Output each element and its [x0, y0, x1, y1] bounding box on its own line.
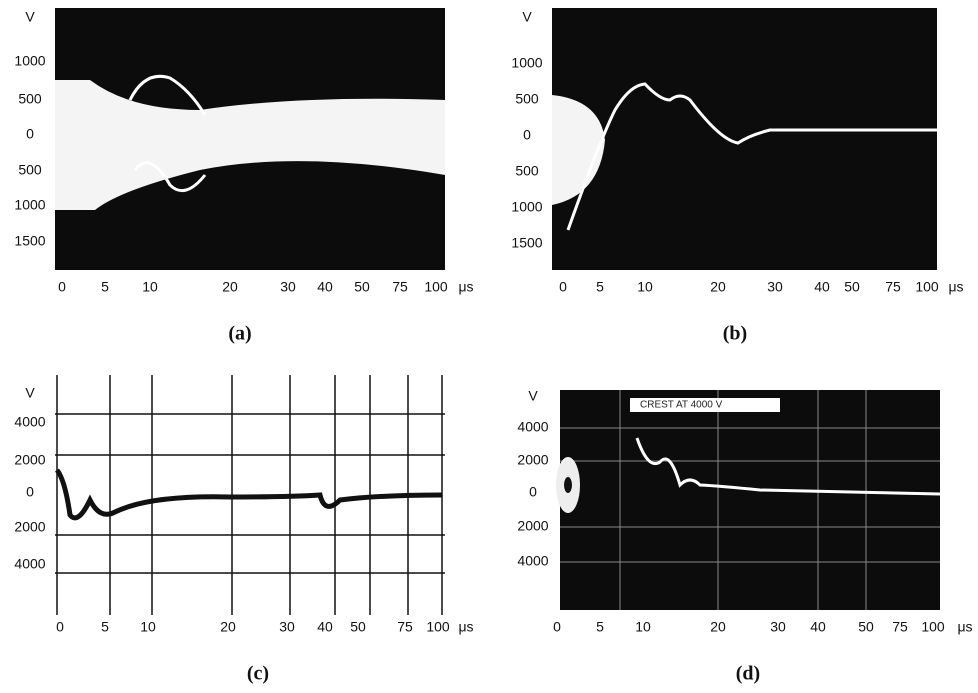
x-tick-label: 50	[858, 619, 874, 635]
x-tick-label: 40	[317, 619, 333, 635]
y-tick-label: 1000	[511, 55, 542, 71]
x-tick-label: 40	[814, 279, 830, 295]
x-tick-label: 5	[596, 619, 604, 635]
x-unit: μs	[948, 279, 963, 295]
caption: (c)	[247, 663, 269, 685]
x-tick-label: 75	[392, 279, 408, 295]
x-tick-label: 30	[280, 279, 296, 295]
oscillogram-b	[552, 8, 937, 270]
x-tick-label: 40	[810, 619, 826, 635]
x-tick-label: 30	[770, 619, 786, 635]
y-tick-label: 4000	[517, 419, 548, 435]
y-tick-label: 500	[18, 162, 42, 178]
y-tick-label: 500	[18, 91, 42, 107]
y-tick-label: 4000	[14, 414, 45, 430]
x-tick-label: 50	[844, 279, 860, 295]
oscillogram-d	[556, 390, 941, 610]
y-tick-label: 0	[523, 127, 531, 143]
y-tick-label: 500	[515, 163, 539, 179]
x-tick-label: 20	[222, 279, 238, 295]
x-unit: μs	[458, 279, 473, 295]
oscillogram-a	[55, 8, 445, 270]
y-tick-label: V	[25, 9, 35, 25]
caption: (a)	[228, 323, 251, 345]
x-tick-label: 20	[220, 619, 236, 635]
y-tick-label: 2000	[14, 519, 45, 535]
x-tick-label: 100	[915, 279, 939, 295]
y-tick-label: V	[528, 388, 538, 404]
x-tick-label: 100	[426, 619, 450, 635]
y-tick-label: 500	[515, 91, 539, 107]
y-tick-label: 1500	[14, 233, 45, 249]
x-tick-label: 30	[767, 279, 783, 295]
x-unit: μs	[458, 619, 473, 635]
x-tick-label: 5	[101, 279, 109, 295]
y-tick-label: V	[522, 9, 532, 25]
y-tick-label: 1000	[14, 53, 45, 69]
x-tick-label: 20	[710, 279, 726, 295]
y-tick-label: 2000	[517, 518, 548, 534]
y-tick-label: 2000	[517, 452, 548, 468]
caption: (d)	[736, 663, 760, 685]
x-tick-label: 100	[921, 619, 945, 635]
x-tick-label: 50	[354, 279, 370, 295]
x-tick-label: 30	[279, 619, 295, 635]
x-tick-label: 40	[317, 279, 333, 295]
x-tick-label: 0	[553, 619, 561, 635]
y-tick-label: 4000	[517, 553, 548, 569]
x-tick-label: 100	[424, 279, 448, 295]
x-tick-label: 10	[635, 619, 651, 635]
x-tick-label: 5	[101, 619, 109, 635]
y-tick-label: 1500	[511, 235, 542, 251]
oscillogram-c	[54, 375, 445, 615]
x-tick-label: 10	[637, 279, 653, 295]
y-tick-label: 0	[26, 126, 34, 142]
x-tick-label: 0	[559, 279, 567, 295]
x-tick-label: 5	[596, 279, 604, 295]
y-tick-label: V	[25, 385, 35, 401]
x-tick-label: 0	[58, 279, 66, 295]
x-tick-label: 75	[885, 279, 901, 295]
annotation: CREST AT 4000 V	[640, 400, 723, 411]
x-unit: μs	[957, 619, 972, 635]
x-tick-label: 10	[142, 279, 158, 295]
x-tick-label: 0	[56, 619, 64, 635]
x-tick-label: 75	[892, 619, 908, 635]
x-tick-label: 20	[710, 619, 726, 635]
x-tick-label: 75	[397, 619, 413, 635]
x-tick-label: 50	[350, 619, 366, 635]
x-tick-label: 10	[140, 619, 156, 635]
y-tick-label: 1000	[14, 197, 45, 213]
caption: (b)	[723, 323, 747, 345]
y-tick-label: 2000	[14, 452, 45, 468]
y-tick-label: 1000	[511, 199, 542, 215]
y-tick-label: 0	[529, 484, 537, 500]
y-tick-label: 4000	[14, 556, 45, 572]
y-tick-label: 0	[26, 484, 34, 500]
